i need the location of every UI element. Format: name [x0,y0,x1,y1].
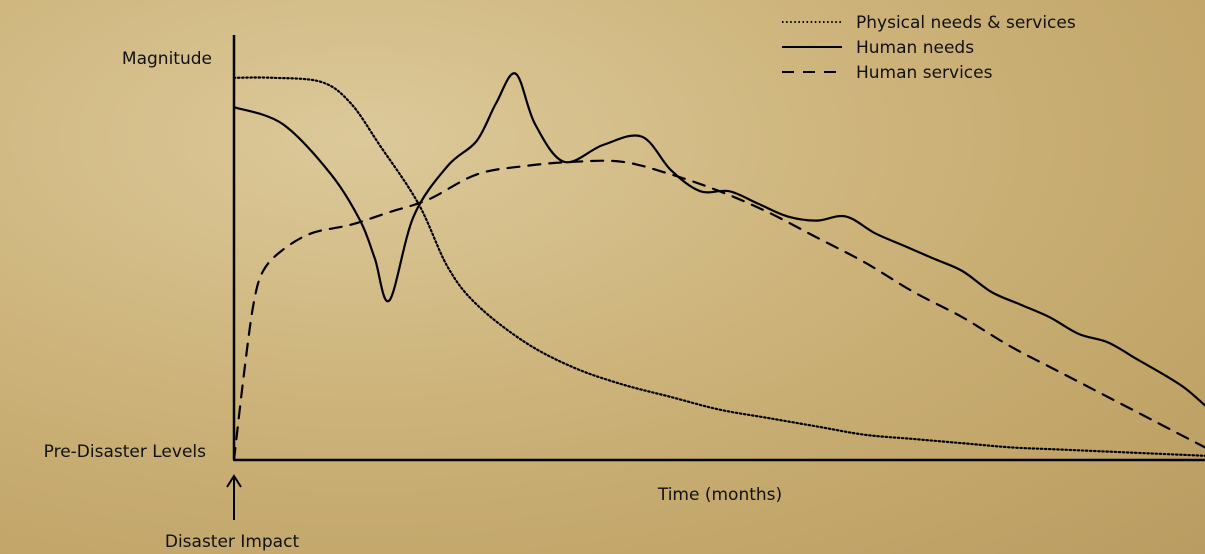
disaster-impact-label: Disaster Impact [165,532,300,552]
baseline-label: Pre-Disaster Levels [44,442,206,462]
disaster-impact-arrow [226,474,242,520]
series-line-physical-needs-services [232,76,1205,457]
legend: Physical needs & services Human needs Huma… [782,13,1076,83]
legend-label-physical-needs-services: Physical needs & services [856,13,1076,33]
series-line-human-services [232,159,1205,462]
legend-label-human-needs: Human needs [856,38,974,58]
x-axis-label: Time (months) [657,485,782,505]
series-layer [232,72,1205,462]
y-axis-label: Magnitude [122,49,212,69]
series-line-human-needs [232,72,1205,407]
legend-label-human-services: Human services [856,63,993,83]
